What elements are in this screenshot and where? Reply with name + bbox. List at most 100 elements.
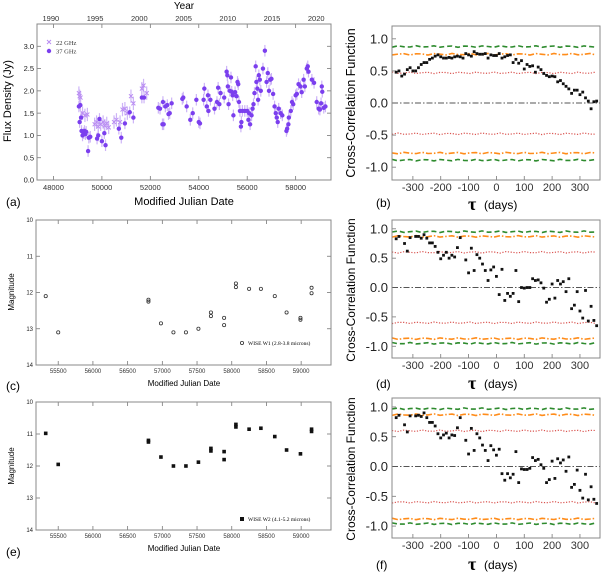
panel-d-ccf-point: [458, 236, 462, 240]
panel-a-37ghz-point: [274, 115, 279, 120]
panel-c-xtick-label: 57500: [189, 369, 206, 375]
panel-d-ccf-point: [439, 257, 443, 261]
panel-d-ccf-point: [428, 241, 431, 245]
panel-f-ccf-point: [430, 421, 434, 424]
panel-a-37ghz-point: [294, 91, 300, 97]
panel-a-37ghz-point: [298, 84, 303, 89]
panel-f-ccf-point: [419, 415, 423, 418]
panel-a-37ghz-point: [204, 104, 209, 109]
panel-a-37ghz-point: [169, 101, 174, 106]
panel-d-ccf-point: [469, 246, 473, 250]
panel-a-37ghz-point: [208, 97, 213, 102]
panel-a-37ghz-point: [167, 110, 172, 116]
panel-f-ccf-point: [442, 433, 445, 437]
panel-f-ccf-point: [539, 463, 543, 467]
panel-d-ccf-point: [414, 235, 418, 238]
panel-b-ccf-point: [539, 68, 543, 72]
panel-f-ccf-point: [592, 497, 596, 501]
panel-c-w1-point: [247, 286, 252, 291]
panel-b-ccf-point: [556, 80, 560, 84]
panel-a-plot-frame: [36, 23, 332, 181]
panel-b-ccf-point: [400, 74, 404, 78]
panel-f-xtick-label: -100: [458, 540, 480, 552]
panel-d-ccf-point: [453, 255, 457, 259]
panel-b-ccf-point: [394, 70, 398, 74]
panel-f-ccf-point: [495, 453, 498, 457]
panel-d-ccf-point: [575, 290, 579, 294]
panel-f-ccf-point: [534, 459, 537, 462]
panel-a-xlabel: Modified Julian Date: [134, 196, 234, 208]
panel-e-w2-point: [259, 426, 263, 431]
panel-a-37ghz-point: [202, 86, 207, 91]
panel-d-ccf-point: [430, 241, 434, 245]
panel-a-37ghz-point: [284, 126, 290, 131]
panel-a-37ghz-point: [254, 79, 259, 85]
panel-a-37ghz-point: [127, 110, 132, 115]
panel-c-w1-point: [222, 315, 227, 320]
panel-b-xtick-label: -200: [430, 182, 452, 194]
panel-a-22ghz-point: [122, 106, 128, 112]
panel-b-xtick-label: 300: [571, 182, 589, 194]
panel-d-xtick-label: 0: [493, 360, 499, 372]
panel-a-37ghz-point: [291, 102, 296, 107]
panel-f-significance-red-dotted: [391, 429, 597, 433]
panel-a-22ghz-point: [100, 119, 106, 125]
panel-f-ccf-point: [528, 466, 532, 470]
panel-f-ccf-point: [428, 421, 431, 424]
panel-b-ccf-point: [489, 53, 493, 57]
panel-a-37ghz-point: [188, 117, 193, 123]
panel-d-ccf-point: [559, 282, 562, 286]
panel-d-ccf-point: [417, 235, 420, 238]
panel-f-ccf-point: [481, 443, 484, 447]
panel-b-ccf-point: [511, 61, 515, 64]
panel-a-37ghz-point: [286, 115, 292, 120]
panel-a-37ghz-point: [141, 95, 147, 100]
panel-f-ccf-point: [514, 450, 518, 454]
panel-e-w2-point: [171, 464, 176, 468]
panel-b-ccf-point: [444, 56, 448, 60]
panel-c-xtick-label: 58000: [223, 369, 240, 375]
panel-f-ccf-point: [478, 436, 482, 440]
panel-d-xlabel-unit: (days): [484, 377, 517, 391]
panel-c-ytick-label: 14: [26, 363, 33, 369]
panel-e-w2-point: [298, 452, 303, 456]
panel-b-ccf-point: [522, 67, 526, 71]
panel-a-37ghz-point: [194, 97, 199, 102]
panel-b-ccf-point: [397, 69, 401, 73]
panel-d-ccf-point: [511, 292, 515, 295]
panel-f-ccf-point: [422, 411, 426, 415]
panel-d-ccf-point: [503, 299, 507, 302]
panel-f-ccf-point: [483, 449, 487, 452]
panel-a-37ghz-point: [88, 134, 93, 139]
panel-d-ccf-point: [567, 277, 571, 281]
panel-a-37ghz-point: [160, 99, 166, 105]
panel-e-ytick-label: 14: [26, 528, 33, 534]
panel-f-xlabel-unit: (days): [484, 558, 517, 572]
panel-a-ytick-label: 0.0: [24, 176, 34, 185]
panel-b-ccf-point: [478, 52, 482, 56]
panel-d-ccf-point: [522, 286, 526, 290]
panel-b-ccf-point: [403, 72, 406, 76]
panel-d-ccf-point: [403, 242, 406, 245]
panel-e-ytick-label: 11: [27, 432, 34, 438]
panel-d-ccf-point: [514, 269, 518, 272]
panel-a-top-axis-title: Year: [174, 1, 195, 12]
panel-d-xtick-label: -200: [430, 360, 452, 372]
panel-f-ccf-point: [586, 498, 590, 502]
legend-22ghz-marker-icon: [46, 39, 52, 45]
panel-a-37ghz-point: [205, 93, 211, 98]
panel-b-ccf-point: [536, 65, 540, 69]
panel-b-xlabel-unit: (days): [484, 198, 517, 212]
panel-f-ccf-point: [503, 478, 507, 482]
panel-b-ylabel: Cross-Correlation Function: [344, 28, 358, 177]
panel-d-ccf-point: [545, 300, 548, 304]
panel-b-ccf-point: [425, 61, 429, 64]
panel-c-ytick-label: 11: [27, 254, 34, 260]
panel-d-ccf-point: [500, 267, 504, 271]
panel-b-ccf-point: [456, 54, 459, 58]
panel-b-ccf-point: [531, 64, 535, 68]
panel-f-ccf-point: [486, 459, 490, 462]
panel-f-ccf-point: [408, 414, 412, 418]
panel-b-ytick-label: 1.0: [370, 31, 388, 46]
panel-e-xtick-label: 55500: [50, 534, 67, 540]
